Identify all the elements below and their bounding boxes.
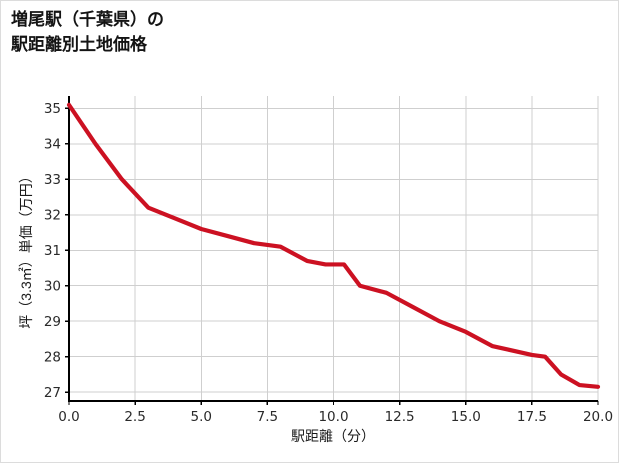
y-tick-group: 27 28 29 30 31 32 33 34 35 — [44, 101, 69, 401]
y-tick-label: 29 — [44, 314, 61, 330]
y-tick-label: 32 — [44, 208, 61, 224]
x-tick-label: 17.5 — [517, 409, 547, 425]
x-tick-label: 10.0 — [318, 409, 348, 425]
y-tick-label: 34 — [44, 137, 61, 153]
y-tick-label: 27 — [44, 385, 61, 401]
axis-spines-group — [67, 96, 598, 403]
y-tick-label: 28 — [44, 350, 61, 366]
y-axis-title: 坪（3.3㎡）単価（万円） — [18, 169, 34, 328]
x-tick-label: 2.5 — [124, 409, 145, 425]
y-tick-label: 31 — [44, 243, 61, 259]
x-tick-label: 7.5 — [257, 409, 278, 425]
chart-title-text: 増尾駅（千葉県）の 駅距離別土地価格 — [11, 10, 164, 55]
data-series-group — [66, 102, 601, 389]
y-tick-label: 35 — [44, 101, 61, 117]
x-tick-label: 15.0 — [451, 409, 481, 425]
gridlines-group — [69, 96, 599, 401]
x-tick-group: 0.0 2.5 5.0 7.5 10.0 12.5 15.0 17.5 20.0 — [58, 401, 613, 425]
y-tick-label: 33 — [44, 172, 61, 188]
y-tick-label: 30 — [44, 279, 61, 295]
x-tick-label: 0.0 — [58, 409, 79, 425]
x-axis-title: 駅距離（分） — [291, 428, 375, 444]
x-tick-label: 12.5 — [385, 409, 415, 425]
data-line-坪単価 — [66, 102, 601, 389]
x-tick-label: 20.0 — [583, 409, 613, 425]
x-tick-label: 5.0 — [191, 409, 212, 425]
page-title: 増尾駅（千葉県）の 駅距離別土地価格 — [11, 7, 164, 57]
